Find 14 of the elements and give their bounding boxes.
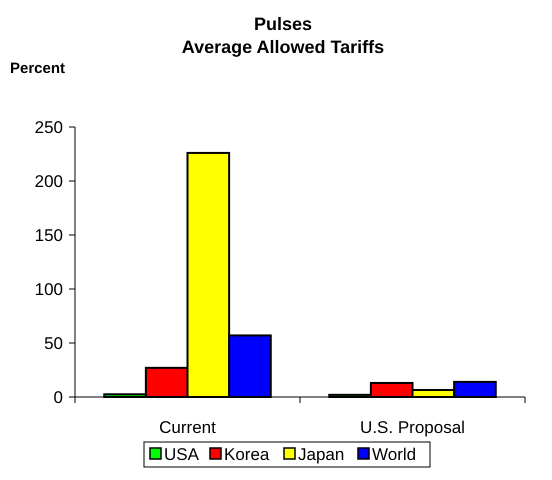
legend-label: Korea xyxy=(224,445,270,464)
y-tick-label: 150 xyxy=(34,226,63,245)
y-tick-label: 200 xyxy=(34,172,63,191)
chart-title: Pulses Average Allowed Tariffs xyxy=(182,14,384,57)
x-tick-label: U.S. Proposal xyxy=(360,418,465,437)
legend-label: World xyxy=(372,445,416,464)
legend-label: USA xyxy=(164,445,200,464)
y-tick-label: 250 xyxy=(34,118,63,137)
y-tick-label: 0 xyxy=(54,388,63,407)
y-axis-title: Percent xyxy=(10,60,66,77)
y-tick-label: 100 xyxy=(34,280,63,299)
legend-label: Japan xyxy=(298,445,344,464)
x-tick-label: Current xyxy=(159,418,216,437)
y-tick-label: 50 xyxy=(44,334,63,353)
